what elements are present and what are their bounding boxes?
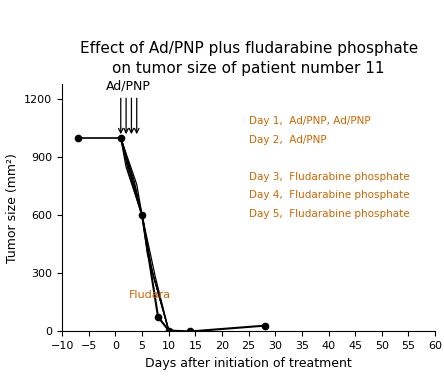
Text: Ad/PNP: Ad/PNP <box>106 80 151 93</box>
Text: Day 2,  Ad/PNP: Day 2, Ad/PNP <box>249 134 326 144</box>
Text: Fludara: Fludara <box>129 290 171 300</box>
Text: Day 1,  Ad/PNP, Ad/PNP: Day 1, Ad/PNP, Ad/PNP <box>249 116 370 126</box>
Text: Day 3,  Fludarabine phosphate: Day 3, Fludarabine phosphate <box>249 172 409 182</box>
Text: Day 5,  Fludarabine phosphate: Day 5, Fludarabine phosphate <box>249 209 409 219</box>
Title: Effect of Ad/PNP plus fludarabine phosphate
on tumor size of patient number 11: Effect of Ad/PNP plus fludarabine phosph… <box>79 41 418 76</box>
Y-axis label: Tumor size (mm²): Tumor size (mm²) <box>6 153 19 263</box>
X-axis label: Days after initiation of treatment: Days after initiation of treatment <box>145 357 352 370</box>
Text: Day 4,  Fludarabine phosphate: Day 4, Fludarabine phosphate <box>249 190 409 200</box>
